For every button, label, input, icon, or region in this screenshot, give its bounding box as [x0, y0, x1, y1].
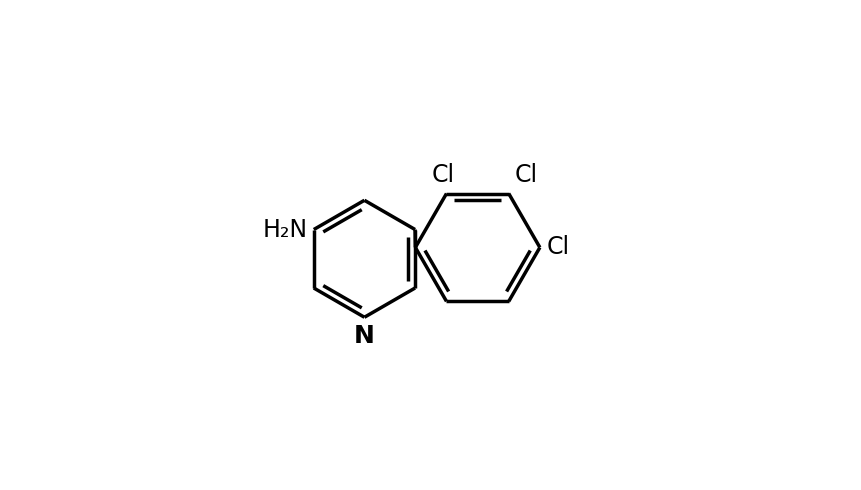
Text: Cl: Cl	[514, 163, 537, 187]
Text: N: N	[354, 324, 375, 348]
Text: H₂N: H₂N	[263, 218, 307, 242]
Text: Cl: Cl	[430, 163, 454, 187]
Text: Cl: Cl	[546, 236, 569, 259]
